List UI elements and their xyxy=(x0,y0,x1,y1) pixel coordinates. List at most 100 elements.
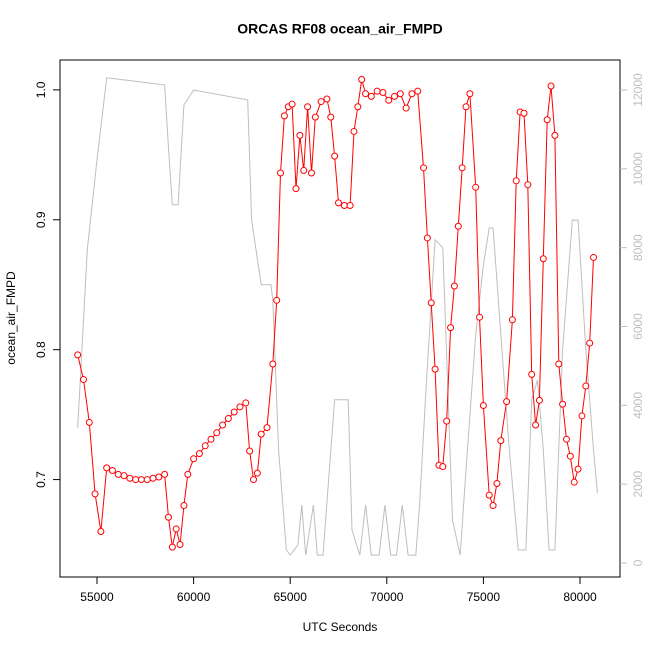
data-point xyxy=(562,435,570,443)
data-point xyxy=(79,376,87,384)
data-point xyxy=(520,109,528,117)
data-point xyxy=(547,82,555,90)
data-point xyxy=(582,382,590,390)
data-point xyxy=(385,96,393,104)
data-point xyxy=(277,169,285,177)
data-point xyxy=(566,452,574,460)
y2-tick-label: 10000 xyxy=(631,152,645,186)
data-point xyxy=(236,403,244,411)
data-point xyxy=(396,90,404,98)
data-point xyxy=(164,513,172,521)
data-point xyxy=(288,100,296,108)
data-point xyxy=(408,90,416,98)
y-tick-label: 1.0 xyxy=(34,81,48,98)
data-point xyxy=(350,127,358,135)
data-point xyxy=(458,164,466,172)
data-point xyxy=(149,474,157,482)
data-point xyxy=(454,222,462,230)
data-point xyxy=(97,528,105,536)
data-point xyxy=(224,415,232,423)
data-point xyxy=(497,437,505,445)
data-point xyxy=(190,455,198,463)
data-point xyxy=(524,181,532,189)
data-point xyxy=(246,447,254,455)
data-point xyxy=(300,166,308,174)
data-point xyxy=(512,177,520,185)
data-point xyxy=(555,360,563,368)
data-point xyxy=(532,421,540,429)
data-point xyxy=(528,370,536,378)
data-point xyxy=(304,103,312,111)
data-point xyxy=(219,421,227,429)
data-point xyxy=(273,296,281,304)
plot-frame xyxy=(59,59,621,578)
x-tick-label: 55000 xyxy=(80,590,114,604)
data-point xyxy=(327,113,335,121)
data-point xyxy=(439,463,447,471)
data-point xyxy=(253,469,261,477)
data-point xyxy=(462,103,470,111)
data-point xyxy=(379,88,387,96)
data-point xyxy=(489,502,497,510)
data-point xyxy=(114,470,122,478)
y2-tick-label: 8000 xyxy=(631,234,645,261)
data-point xyxy=(476,313,484,321)
data-point xyxy=(362,90,370,98)
x-tick-label: 75000 xyxy=(467,590,501,604)
chart-title: ORCAS RF08 ocean_air_FMPD xyxy=(237,21,442,37)
data-point xyxy=(184,470,192,478)
y2-tick-label: 0 xyxy=(631,559,645,566)
data-point xyxy=(323,95,331,103)
data-point xyxy=(402,104,410,112)
data-point xyxy=(331,152,339,160)
data-point xyxy=(263,424,271,432)
x-tick-label: 65000 xyxy=(274,590,308,604)
data-point xyxy=(180,502,188,510)
data-point xyxy=(307,169,315,177)
data-point xyxy=(168,543,176,551)
data-point xyxy=(74,351,82,359)
data-point xyxy=(551,131,559,139)
y-tick-label: 0.9 xyxy=(34,211,48,228)
data-point xyxy=(539,255,547,263)
data-point xyxy=(280,112,288,120)
data-point xyxy=(508,316,516,324)
data-point xyxy=(207,435,215,443)
data-point xyxy=(443,417,451,425)
x-tick-label: 80000 xyxy=(563,590,597,604)
data-point xyxy=(91,490,99,498)
x-tick-label: 60000 xyxy=(177,590,211,604)
data-point xyxy=(346,201,354,209)
data-point xyxy=(213,429,221,437)
data-point xyxy=(132,476,140,484)
data-point xyxy=(257,430,265,438)
data-point xyxy=(427,299,435,307)
data-point xyxy=(472,183,480,191)
data-point xyxy=(137,476,145,484)
data-point xyxy=(485,491,493,499)
data-point xyxy=(172,525,180,533)
data-point xyxy=(126,474,134,482)
data-point xyxy=(143,476,151,484)
data-point xyxy=(479,402,487,410)
data-point xyxy=(292,185,300,193)
data-point xyxy=(431,365,439,373)
data-point xyxy=(358,75,366,83)
data-point xyxy=(373,87,381,95)
y-tick-label: 0.7 xyxy=(34,471,48,488)
data-point xyxy=(311,113,319,121)
y2-tick-label: 6000 xyxy=(631,313,645,340)
data-point xyxy=(450,282,458,290)
data-point xyxy=(340,201,348,209)
data-point xyxy=(195,450,203,458)
data-point xyxy=(354,103,362,111)
data-point xyxy=(559,400,567,408)
data-point xyxy=(367,92,375,100)
y-axis-label: ocean_air_FMPD xyxy=(4,271,18,365)
data-point xyxy=(586,339,594,347)
data-point xyxy=(85,418,93,426)
data-point xyxy=(161,470,169,478)
data-point xyxy=(466,90,474,98)
data-point xyxy=(543,116,551,124)
